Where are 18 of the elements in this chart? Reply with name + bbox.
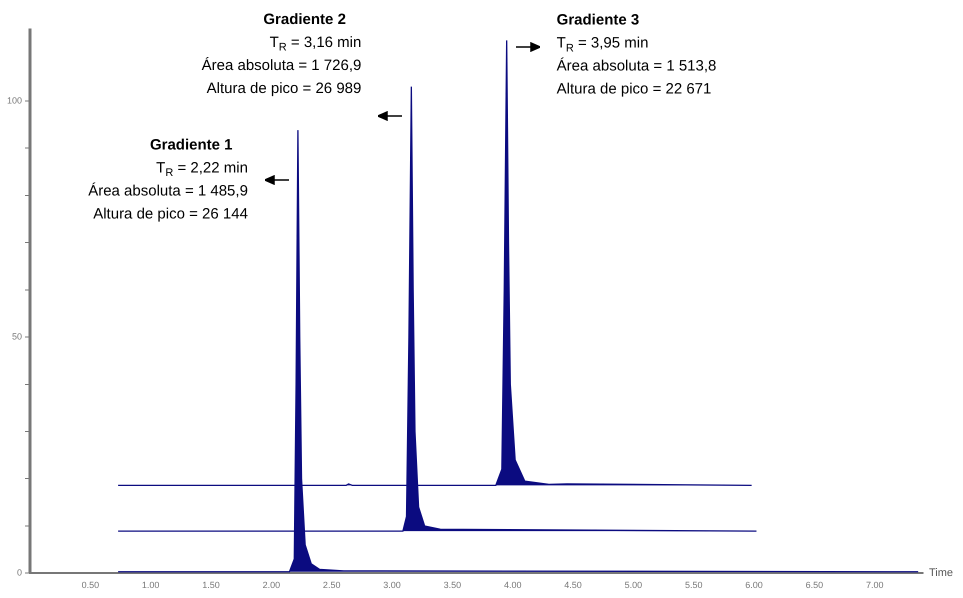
x-tick-label: 3.00	[383, 580, 401, 590]
x-axis-title: Time	[929, 567, 954, 580]
x-tick-label: 2.50	[322, 580, 340, 590]
x-tick-label: 7.00	[866, 580, 884, 590]
x-tick-label: 5.00	[624, 580, 642, 590]
x-tick-label: 6.00	[745, 580, 763, 590]
x-tick-label: 1.00	[142, 580, 160, 590]
x-tick-label: 4.00	[504, 580, 522, 590]
x-tick-label: 0.50	[82, 580, 100, 590]
x-tick-label: 1.50	[202, 580, 220, 590]
x-tick-label: 4.50	[564, 580, 582, 590]
x-tick-label: 6.50	[806, 580, 824, 590]
x-tick-label: 3.50	[444, 580, 462, 590]
y-tick-label: 0	[17, 568, 22, 578]
y-tick-label: 100	[6, 95, 22, 106]
y-tick-label: 50	[12, 332, 22, 342]
x-tick-label: 5.50	[684, 580, 702, 590]
x-tick-label: 2.00	[262, 580, 280, 590]
